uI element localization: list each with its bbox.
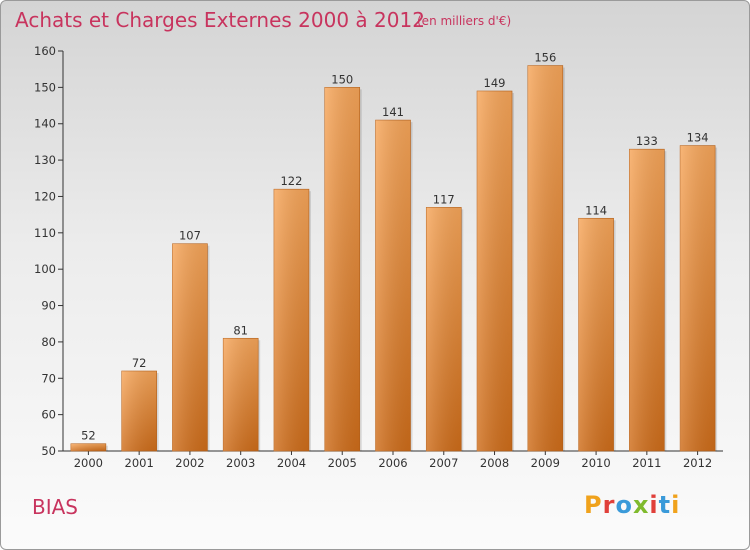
data-label: 150	[331, 72, 353, 86]
x-tick-label: 2005	[328, 456, 357, 470]
y-tick-label: 80	[41, 335, 56, 349]
y-tick-label: 140	[34, 117, 56, 131]
bar-sheen	[172, 243, 208, 451]
bar-sheen	[121, 371, 157, 451]
data-label: 133	[636, 134, 658, 148]
y-tick-label: 60	[41, 408, 56, 422]
data-label: 122	[280, 174, 302, 188]
commune-name: BIAS	[32, 495, 78, 519]
data-label: 141	[382, 105, 404, 119]
y-tick-label: 120	[34, 189, 56, 203]
x-tick-label: 2002	[175, 456, 204, 470]
proxiti-logo[interactable]: Proxiti	[584, 491, 680, 519]
logo-letter: r	[602, 491, 616, 519]
data-label: 81	[233, 323, 248, 337]
data-label: 114	[585, 203, 607, 217]
x-tick-label: 2009	[531, 456, 560, 470]
x-tick-label: 2007	[429, 456, 458, 470]
data-label: 117	[433, 192, 455, 206]
y-tick-label: 150	[34, 80, 56, 94]
bar-sheen	[273, 189, 309, 451]
x-tick-label: 2010	[581, 456, 610, 470]
x-tick-label: 2011	[632, 456, 661, 470]
y-tick-label: 90	[41, 299, 56, 313]
bar-sheen	[477, 91, 513, 451]
data-label: 134	[687, 131, 709, 145]
y-tick-label: 130	[34, 153, 56, 167]
bar-sheen	[680, 145, 716, 451]
y-tick-label: 160	[34, 44, 56, 58]
bar-sheen	[629, 149, 665, 451]
y-tick-label: 70	[41, 371, 56, 385]
data-labels: 52 72 107 81 122 150 141 117 149 156 114 133 134	[81, 51, 709, 443]
x-tick-label: 2008	[480, 456, 509, 470]
y-tick-label: 50	[41, 444, 56, 458]
bar-sheen	[375, 120, 411, 451]
logo-letter: i	[649, 491, 659, 519]
logo-letter: t	[658, 491, 672, 519]
bars	[70, 65, 718, 452]
logo-letter: i	[671, 491, 681, 519]
x-tick-label: 2000	[74, 456, 103, 470]
data-label: 149	[484, 76, 506, 90]
x-tick-label: 2006	[378, 456, 407, 470]
data-label: 156	[534, 51, 556, 65]
bar-sheen	[426, 207, 462, 451]
axes: 50 60 70 80 90 100 110 120 130 140 150 160 2000 2001 2…	[34, 44, 723, 470]
x-tick-label: 2001	[125, 456, 154, 470]
x-tick-label: 2003	[226, 456, 255, 470]
logo-letter: x	[632, 491, 650, 519]
bar-sheen	[578, 218, 614, 451]
chart-title: Achats et Charges Externes 2000 à 2012	[15, 8, 425, 32]
bar-sheen	[527, 65, 563, 451]
y-tick-label: 100	[34, 262, 56, 276]
logo-letter: P	[584, 491, 603, 519]
data-label: 72	[132, 356, 147, 370]
chart-unit-label: (en milliers d'€)	[417, 14, 512, 28]
bar-sheen	[70, 443, 106, 451]
bar-sheen	[223, 338, 259, 451]
bar-sheen	[324, 87, 360, 451]
x-tick-label: 2012	[683, 456, 712, 470]
data-label: 107	[179, 229, 201, 243]
x-tick-label: 2004	[277, 456, 306, 470]
y-tick-label: 110	[34, 226, 56, 240]
data-label: 52	[81, 429, 96, 443]
logo-letter: o	[615, 491, 633, 519]
